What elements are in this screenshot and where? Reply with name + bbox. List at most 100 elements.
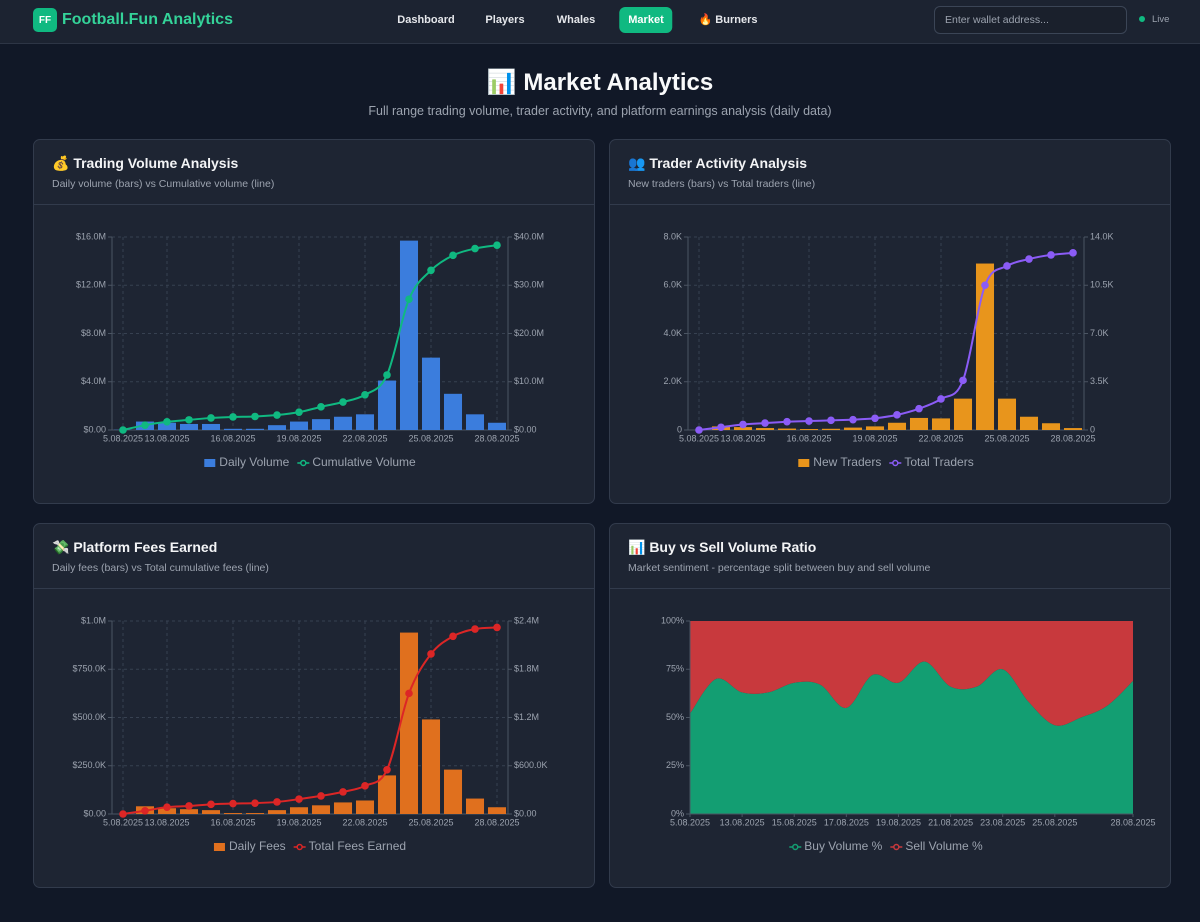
y2-tick-label: $10.0M: [514, 376, 544, 386]
point: [959, 376, 967, 385]
bar: [355, 800, 375, 814]
bar: [333, 802, 353, 814]
bar: [311, 419, 331, 430]
point: [361, 390, 369, 399]
y2-tick-label: 7.0K: [1090, 328, 1109, 338]
chart-card: 👥 Trader Activity Analysis New traders (…: [609, 139, 1171, 504]
legend-text: Buy Volume %: [804, 839, 882, 853]
x-tick-label: 5.08.2025: [103, 817, 143, 827]
bar: [465, 414, 485, 430]
y-tick-label: 0%: [671, 808, 684, 818]
bar: [465, 798, 485, 814]
page-subtitle: Full range trading volume, trader activi…: [368, 104, 832, 118]
bar: [443, 393, 463, 430]
bar: [931, 418, 951, 430]
point: [1047, 251, 1055, 259]
card-title: 💰 Trading Volume Analysis: [52, 155, 239, 171]
x-tick-label: 28.08.2025: [1110, 817, 1155, 827]
bar: [1063, 428, 1083, 430]
bar: [179, 423, 199, 430]
nav-item[interactable]: Players: [485, 14, 525, 26]
x-tick-label: 17.08.2025: [824, 817, 869, 827]
x-tick-label: 22.08.2025: [342, 817, 387, 827]
legend-swatch: [213, 843, 225, 851]
logo[interactable]: FF: [33, 8, 57, 32]
point: [361, 782, 369, 790]
point: [761, 419, 769, 427]
point: [251, 412, 259, 421]
bar: [799, 429, 819, 430]
status-dot: [1139, 16, 1145, 22]
chart: $0.00 $4.0M $8.0M $12.0M $16.0M $0.00 $10.0M $2…: [76, 231, 544, 469]
x-tick-label: 5.08.2025: [103, 433, 143, 443]
bar: [157, 422, 177, 430]
y-tick-label: $500.0K: [72, 712, 106, 722]
point: [449, 251, 457, 260]
point: [849, 415, 857, 424]
point: [937, 395, 945, 403]
card-title: 📊 Buy vs Sell Volume Ratio: [628, 539, 817, 555]
area: [690, 621, 1133, 726]
chart: $0.00 $250.0K $500.0K $750.0K $1.0M $0.00 $600…: [72, 615, 548, 853]
x-tick-label: 28.08.2025: [1050, 433, 1095, 443]
nav-item[interactable]: 🔥 Burners: [698, 14, 758, 26]
point: [207, 800, 215, 809]
bar: [399, 240, 419, 430]
point: [185, 416, 193, 424]
point: [493, 623, 501, 632]
x-tick-label: 19.08.2025: [852, 433, 897, 443]
x-tick-label: 13.08.2025: [720, 433, 765, 443]
point: [251, 799, 259, 807]
point: [229, 799, 237, 808]
point: [427, 650, 435, 658]
point: [805, 417, 813, 425]
y2-tick-label: $0.00: [514, 424, 537, 434]
y2-tick-label: $600.0K: [514, 760, 548, 770]
bar: [267, 810, 287, 814]
bar: [289, 421, 309, 430]
x-tick-label: 19.08.2025: [876, 817, 921, 827]
bar: [157, 808, 177, 814]
point: [427, 266, 435, 275]
legend-swatch: [204, 459, 216, 467]
point: [141, 421, 149, 429]
divider: [610, 588, 1170, 589]
point: [273, 411, 281, 419]
legend-text: New Traders: [813, 455, 881, 469]
brand[interactable]: Football.Fun Analytics: [62, 11, 233, 28]
y2-tick-label: $0.00: [514, 808, 537, 818]
bar: [865, 426, 885, 430]
x-tick-label: 22.08.2025: [918, 433, 963, 443]
nav-item[interactable]: Market: [619, 7, 673, 33]
point: [207, 414, 215, 422]
point: [119, 810, 127, 818]
legend: New Traders Total Traders: [798, 455, 974, 469]
bar: [377, 775, 397, 814]
wallet-input[interactable]: Enter wallet address...: [934, 6, 1127, 34]
y-tick-label: $750.0K: [72, 664, 106, 674]
x-tick-label: 28.08.2025: [474, 433, 519, 443]
line: [122, 244, 498, 431]
bar: [245, 813, 265, 814]
page-title: 📊 Market Analytics: [486, 69, 714, 96]
bar: [953, 398, 973, 430]
x-tick-label: 25.08.2025: [1032, 817, 1077, 827]
legend-text: Daily Fees: [229, 839, 286, 853]
nav-item[interactable]: Dashboard: [397, 14, 455, 26]
bar: [997, 398, 1017, 430]
y-tick-label: $16.0M: [76, 231, 106, 241]
bar: [223, 428, 243, 430]
x-tick-label: 13.08.2025: [144, 433, 189, 443]
chart: 0% 25% 50% 75% 100% 5.08.2025 13.08.2025 15.08.…: [661, 615, 1156, 853]
nav-item[interactable]: Whales: [556, 14, 596, 26]
legend-text: Total Traders: [904, 455, 973, 469]
point: [163, 417, 171, 426]
point: [405, 689, 413, 698]
point: [1069, 249, 1077, 257]
y2-tick-label: $1.2M: [514, 712, 539, 722]
bar: [201, 810, 221, 814]
bar: [755, 428, 775, 430]
bar: [821, 428, 841, 430]
bar: [733, 427, 753, 430]
